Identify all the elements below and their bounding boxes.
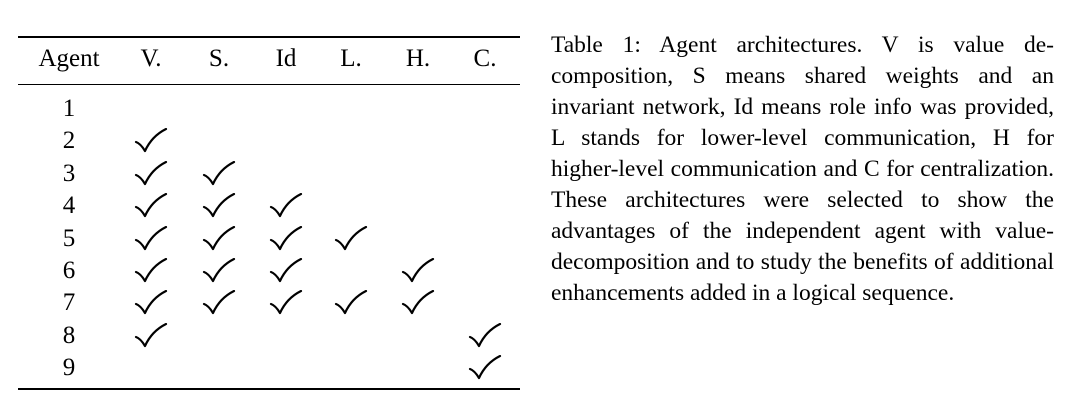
agent-number: 9 xyxy=(62,354,76,382)
column-header-agent: Agent xyxy=(38,45,100,72)
checkmark-icon xyxy=(401,258,435,284)
caption-label: Table 1: xyxy=(551,32,641,58)
checkmark-icon xyxy=(202,225,236,252)
agent-number: 4 xyxy=(62,192,76,220)
table-top-rule xyxy=(18,36,520,38)
checkmark-icon xyxy=(134,225,168,252)
checkmark-icon xyxy=(334,225,368,252)
column-header-l: L. xyxy=(340,45,362,72)
checkmark-icon xyxy=(202,290,236,316)
checkmark-icon xyxy=(202,193,236,219)
checkmark-icon xyxy=(134,193,168,219)
checkmark-icon xyxy=(134,258,168,284)
checkmark-icon xyxy=(202,258,236,284)
checkmark-icon xyxy=(401,290,435,316)
checkmark-icon xyxy=(134,128,168,154)
column-header-v: V. xyxy=(140,45,162,72)
column-header-c: C. xyxy=(473,45,497,72)
checkmark-icon xyxy=(269,225,303,252)
checkmark-icon xyxy=(269,290,303,316)
checkmark-icon xyxy=(134,322,168,349)
checkmark-icon xyxy=(468,322,502,349)
table-bottom-rule xyxy=(18,388,520,390)
checkmark-icon xyxy=(134,290,168,316)
column-header-s: S. xyxy=(208,45,230,72)
agent-number: 6 xyxy=(62,257,76,284)
agent-number: 2 xyxy=(62,127,76,155)
column-header-h: H. xyxy=(405,45,431,72)
checkmark-icon xyxy=(468,355,502,381)
checkmark-icon xyxy=(202,160,236,187)
agent-number: 7 xyxy=(62,289,76,317)
agent-number: 3 xyxy=(62,159,76,187)
agent-number: 1 xyxy=(62,95,76,122)
table-header-rule xyxy=(18,84,520,85)
checkmark-icon xyxy=(334,290,368,316)
table-caption: Table 1: Agent architectures. V is value… xyxy=(551,30,1054,309)
agent-number: 8 xyxy=(62,321,76,349)
checkmark-icon xyxy=(269,258,303,284)
checkmark-icon xyxy=(269,193,303,219)
checkmark-icon xyxy=(134,160,168,187)
caption-text: Agent architectures. V is value de­compo… xyxy=(551,32,1054,306)
column-header-id: Id xyxy=(275,45,297,72)
agent-number: 5 xyxy=(62,224,76,252)
